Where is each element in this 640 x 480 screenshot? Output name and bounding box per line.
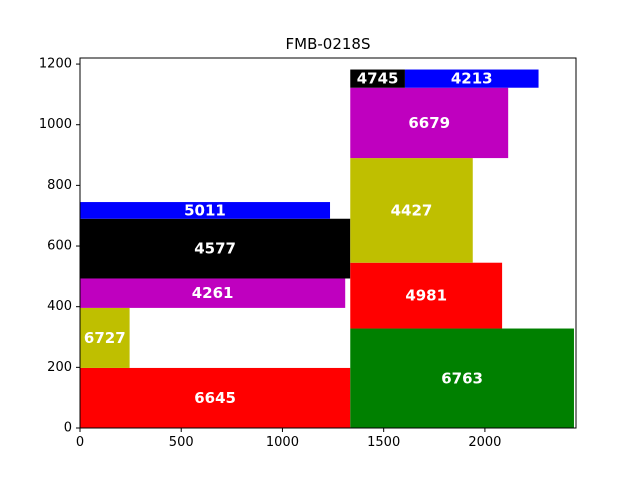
plot-frame [79,57,577,429]
y-tick-label: 600 [47,239,72,254]
rect-label-4427: 4427 [391,201,433,219]
y-tick-label: 0 [64,421,72,436]
rect-label-4261: 4261 [192,284,234,302]
y-tick-label: 800 [47,178,72,193]
rect-4261 [80,278,346,308]
x-tick-label: 0 [76,435,84,450]
rect-label-6727: 6727 [84,329,126,347]
rect-6763 [350,328,574,428]
rect-4577 [80,218,351,279]
rect-label-4577: 4577 [194,240,236,258]
rect-label-4981: 4981 [405,287,447,305]
rects-layer: 6645 6727 4261 4577 5011 6763 4981 4427 6679 4745… [80,69,574,428]
rect-6645 [80,367,351,428]
y-axis: 0 200 400 600 800 1000 1200 [39,57,80,436]
y-tick-label: 400 [47,299,72,314]
x-tick-label: 500 [169,435,194,450]
rect-4745 [350,69,405,88]
y-tick-label: 1200 [39,57,72,72]
x-tick-label: 2000 [468,435,501,450]
x-tick-label: 1500 [367,435,400,450]
rect-label-6679: 6679 [408,114,450,132]
y-tick-label: 1000 [39,117,72,132]
rect-5011 [80,202,331,219]
rect-label-4745: 4745 [357,70,399,88]
rect-label-6763: 6763 [441,369,483,387]
rect-4981 [350,262,503,329]
rect-label-6645: 6645 [194,389,236,407]
rect-6727 [80,307,130,368]
rect-label-5011: 5011 [184,201,226,219]
rect-6679 [350,87,509,159]
rect-label-4213: 4213 [451,70,493,88]
y-tick-label: 200 [47,360,72,375]
rect-4427 [350,158,473,263]
rect-4213 [404,69,539,88]
x-axis: 0 500 1000 1500 2000 [76,428,501,450]
x-tick-label: 1000 [266,435,299,450]
chart-title: FMB-0218S [286,35,371,53]
